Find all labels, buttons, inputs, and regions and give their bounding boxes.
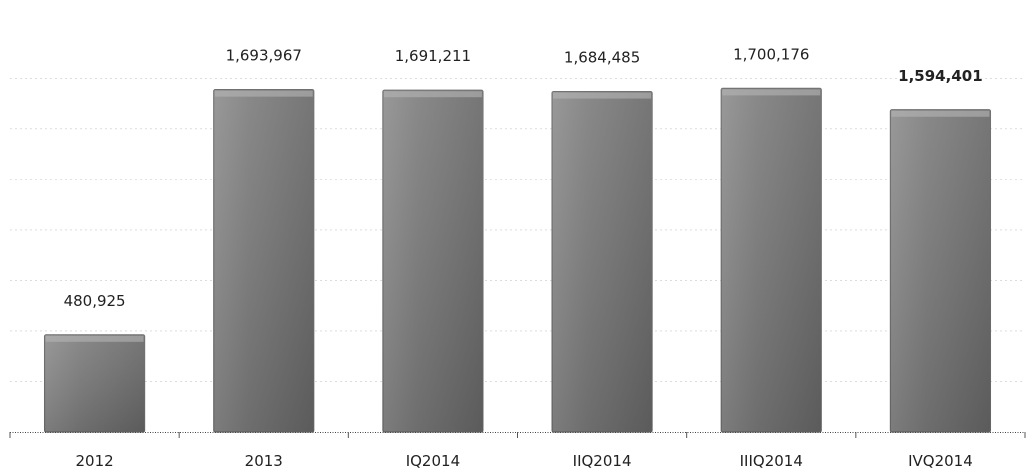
value-label: 1,594,401 bbox=[898, 67, 982, 85]
x-tick-label: IVQ2014 bbox=[908, 452, 973, 470]
bar-iiq2014 bbox=[551, 90, 653, 433]
bar-shading bbox=[44, 334, 145, 432]
bars-group bbox=[43, 87, 992, 433]
value-label: 1,691,211 bbox=[395, 47, 471, 65]
bar-top-bevel bbox=[45, 335, 144, 342]
bar-top-bevel bbox=[722, 89, 821, 96]
bar-shading bbox=[382, 90, 483, 432]
bar-2012 bbox=[43, 334, 146, 433]
x-tick-label: IQ2014 bbox=[406, 452, 460, 470]
bar-shading bbox=[552, 91, 653, 433]
bar-shading bbox=[213, 89, 314, 432]
bar-2013 bbox=[213, 89, 315, 433]
value-label: 480,925 bbox=[64, 292, 126, 310]
value-label: 1,700,176 bbox=[733, 45, 809, 63]
x-tick-label: 2012 bbox=[75, 452, 113, 470]
bar-top-bevel bbox=[383, 91, 482, 98]
bar-top-bevel bbox=[553, 92, 652, 99]
bar-ivq2014 bbox=[889, 109, 992, 433]
x-axis bbox=[9, 432, 1026, 438]
gridlines bbox=[10, 78, 1025, 382]
bar-shading bbox=[721, 88, 822, 432]
value-labels-group: 480,925 1,693,967 1,691,211 1,684,485 1,700,… bbox=[64, 45, 983, 309]
bar-shading bbox=[890, 109, 991, 432]
bar-iq2014 bbox=[382, 89, 484, 433]
bar-top-bevel bbox=[214, 90, 313, 97]
value-label: 1,684,485 bbox=[564, 49, 640, 67]
x-tick-label: IIQ2014 bbox=[573, 452, 632, 470]
bar-top-bevel bbox=[891, 110, 990, 117]
x-tick-label: 2013 bbox=[245, 452, 283, 470]
x-tick-label: IIIQ2014 bbox=[740, 452, 803, 470]
x-tick-labels-group: 2012 2013 IQ2014 IIQ2014 IIIQ2014 IVQ2014 bbox=[75, 452, 972, 470]
bar-iiiq2014 bbox=[720, 87, 822, 433]
value-label: 1,693,967 bbox=[226, 47, 302, 65]
